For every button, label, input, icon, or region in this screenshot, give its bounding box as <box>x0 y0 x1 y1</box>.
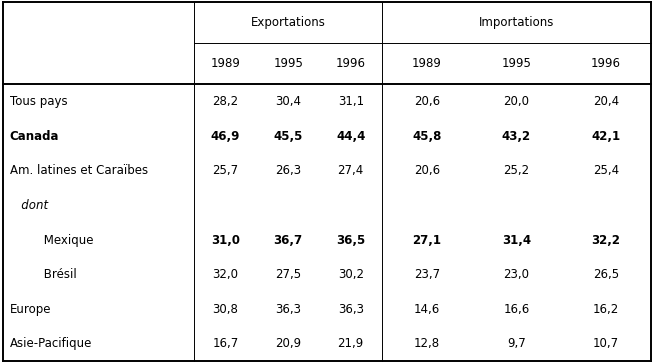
Text: 28,2: 28,2 <box>213 95 239 108</box>
Text: 26,3: 26,3 <box>275 164 301 178</box>
Text: 25,2: 25,2 <box>504 164 530 178</box>
Text: 45,8: 45,8 <box>412 130 441 143</box>
Text: 42,1: 42,1 <box>591 130 621 143</box>
Text: 1989: 1989 <box>211 57 241 70</box>
Text: 31,0: 31,0 <box>211 234 240 246</box>
Text: Asie-Pacifique: Asie-Pacifique <box>10 337 92 350</box>
Text: 36,3: 36,3 <box>337 303 364 316</box>
Text: 30,4: 30,4 <box>275 95 301 108</box>
Text: 43,2: 43,2 <box>502 130 531 143</box>
Text: 32,2: 32,2 <box>591 234 621 246</box>
Text: 9,7: 9,7 <box>507 337 526 350</box>
Text: 1995: 1995 <box>502 57 531 70</box>
Text: 16,2: 16,2 <box>593 303 619 316</box>
Text: 36,5: 36,5 <box>336 234 366 246</box>
Text: 10,7: 10,7 <box>593 337 619 350</box>
Text: Canada: Canada <box>10 130 60 143</box>
Text: Exportations: Exportations <box>250 16 326 29</box>
Text: Tous pays: Tous pays <box>10 95 67 108</box>
Text: 1989: 1989 <box>412 57 441 70</box>
Text: 44,4: 44,4 <box>336 130 366 143</box>
Text: 21,9: 21,9 <box>337 337 364 350</box>
Text: 31,4: 31,4 <box>502 234 531 246</box>
Text: 26,5: 26,5 <box>593 268 619 281</box>
Text: 27,1: 27,1 <box>412 234 441 246</box>
Text: Brésil: Brésil <box>10 268 77 281</box>
Text: 20,0: 20,0 <box>504 95 529 108</box>
Text: 36,7: 36,7 <box>273 234 303 246</box>
Text: 32,0: 32,0 <box>213 268 239 281</box>
Text: 1996: 1996 <box>336 57 366 70</box>
Text: 31,1: 31,1 <box>337 95 364 108</box>
Text: 1995: 1995 <box>273 57 303 70</box>
Text: 23,7: 23,7 <box>414 268 440 281</box>
Text: 25,7: 25,7 <box>213 164 239 178</box>
Text: 1996: 1996 <box>591 57 621 70</box>
Text: 14,6: 14,6 <box>414 303 440 316</box>
Text: Am. latines et Caraïbes: Am. latines et Caraïbes <box>10 164 148 178</box>
Text: 30,2: 30,2 <box>337 268 364 281</box>
Text: 20,6: 20,6 <box>414 95 440 108</box>
Text: 30,8: 30,8 <box>213 303 239 316</box>
Text: 20,6: 20,6 <box>414 164 440 178</box>
Text: Importations: Importations <box>479 16 554 29</box>
Text: 25,4: 25,4 <box>593 164 619 178</box>
Text: 45,5: 45,5 <box>273 130 303 143</box>
Text: 36,3: 36,3 <box>275 303 301 316</box>
Text: 16,7: 16,7 <box>213 337 239 350</box>
Text: dont: dont <box>10 199 48 212</box>
Text: 20,9: 20,9 <box>275 337 301 350</box>
Text: 27,5: 27,5 <box>275 268 301 281</box>
Text: 12,8: 12,8 <box>414 337 440 350</box>
Text: 46,9: 46,9 <box>211 130 240 143</box>
Text: 20,4: 20,4 <box>593 95 619 108</box>
Text: 23,0: 23,0 <box>504 268 529 281</box>
Text: Europe: Europe <box>10 303 51 316</box>
Text: Mexique: Mexique <box>10 234 94 246</box>
Text: 16,6: 16,6 <box>504 303 530 316</box>
Text: 27,4: 27,4 <box>337 164 364 178</box>
